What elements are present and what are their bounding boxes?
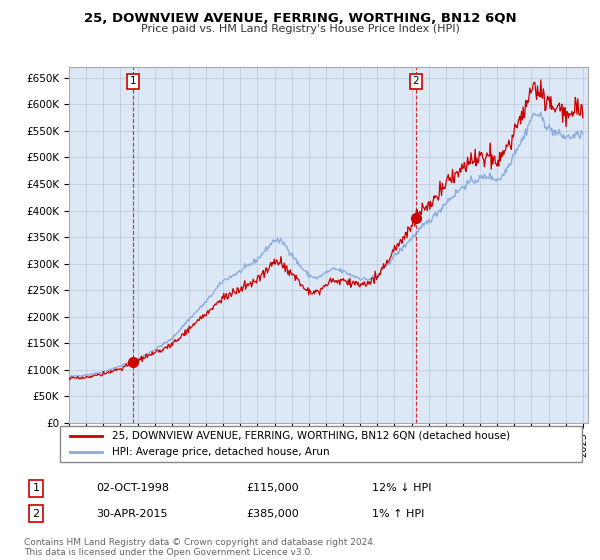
Text: Price paid vs. HM Land Registry's House Price Index (HPI): Price paid vs. HM Land Registry's House …: [140, 24, 460, 34]
Text: 1: 1: [32, 483, 40, 493]
Text: 30-APR-2015: 30-APR-2015: [96, 508, 167, 519]
Text: 02-OCT-1998: 02-OCT-1998: [96, 483, 169, 493]
Text: 2: 2: [32, 508, 40, 519]
Text: 2: 2: [413, 76, 419, 86]
Text: 12% ↓ HPI: 12% ↓ HPI: [372, 483, 431, 493]
Text: 1% ↑ HPI: 1% ↑ HPI: [372, 508, 424, 519]
Text: £385,000: £385,000: [246, 508, 299, 519]
Text: £115,000: £115,000: [246, 483, 299, 493]
Text: HPI: Average price, detached house, Arun: HPI: Average price, detached house, Arun: [112, 447, 330, 457]
Text: Contains HM Land Registry data © Crown copyright and database right 2024.
This d: Contains HM Land Registry data © Crown c…: [24, 538, 376, 557]
Text: 25, DOWNVIEW AVENUE, FERRING, WORTHING, BN12 6QN (detached house): 25, DOWNVIEW AVENUE, FERRING, WORTHING, …: [112, 431, 511, 441]
Text: 25, DOWNVIEW AVENUE, FERRING, WORTHING, BN12 6QN: 25, DOWNVIEW AVENUE, FERRING, WORTHING, …: [83, 12, 517, 25]
FancyBboxPatch shape: [60, 426, 582, 462]
Text: 1: 1: [130, 76, 137, 86]
